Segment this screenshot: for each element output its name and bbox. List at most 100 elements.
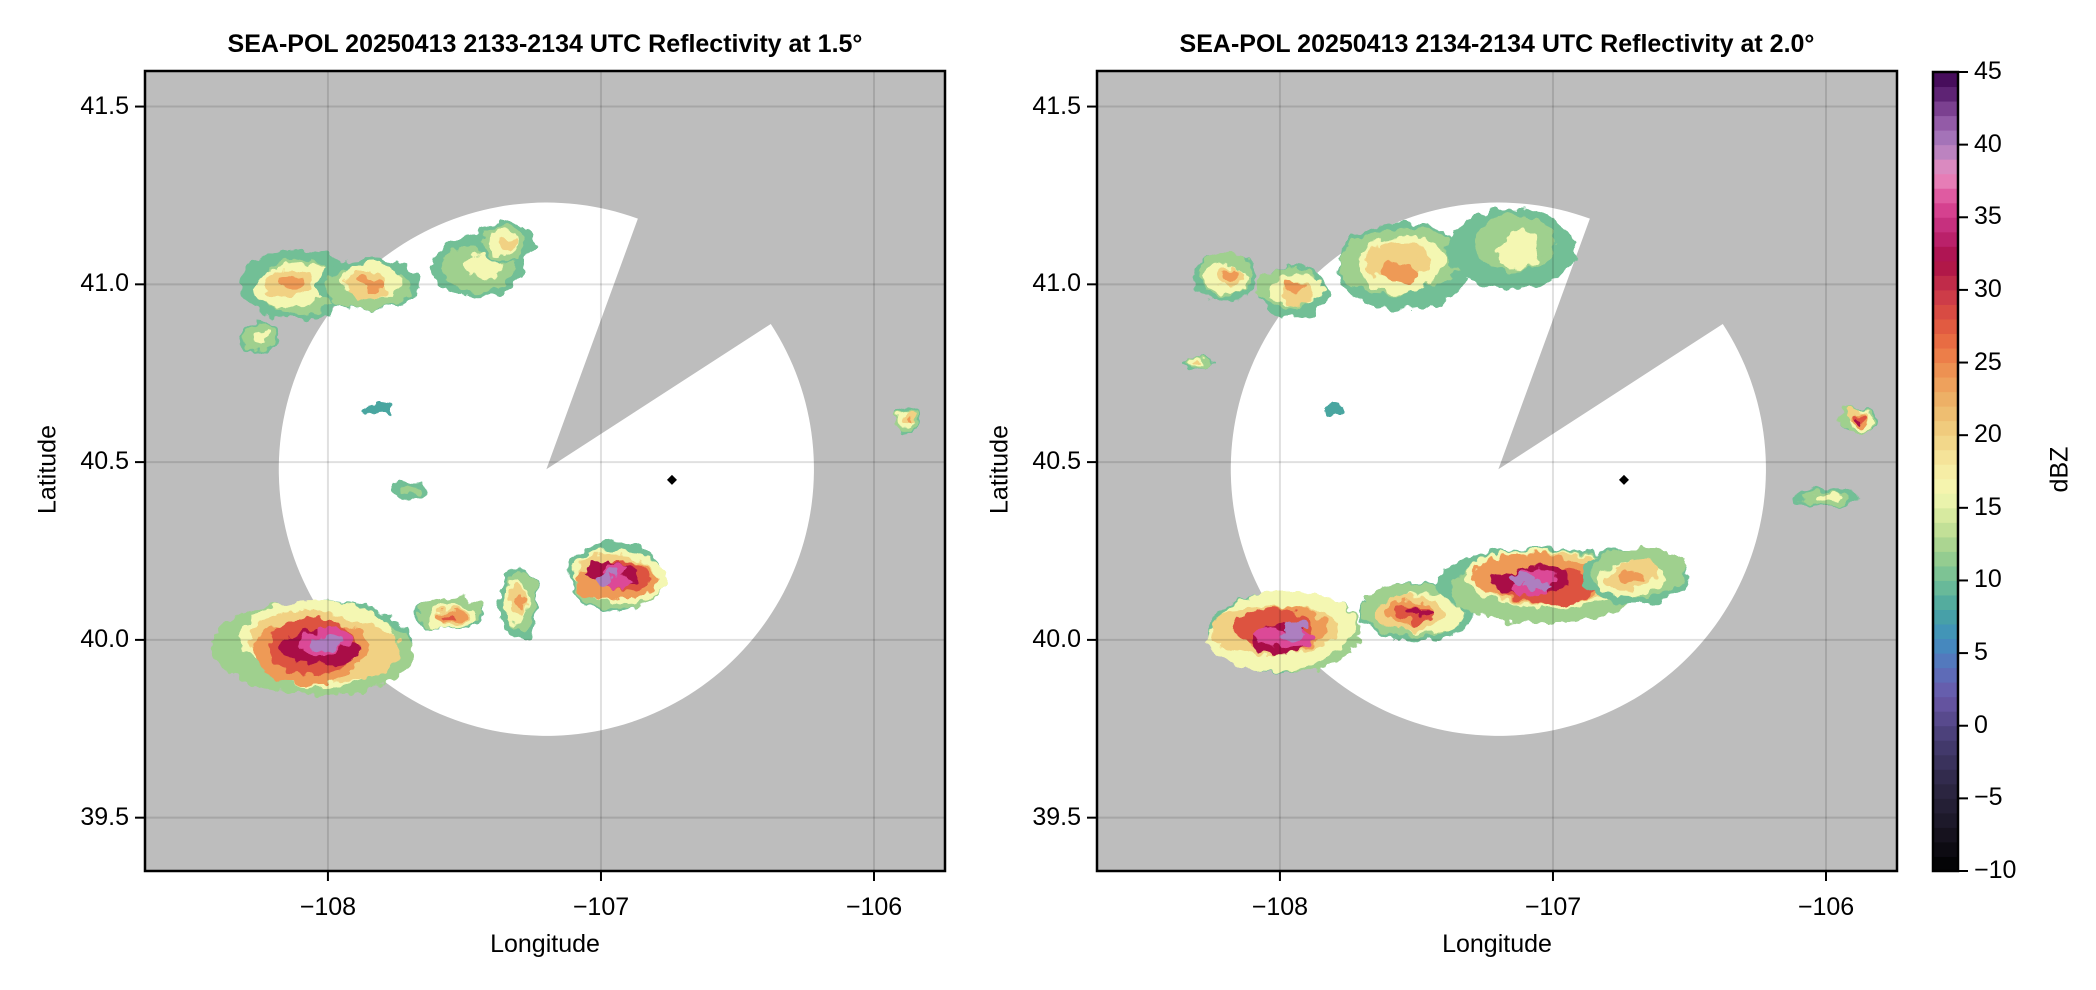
echo-cell — [1624, 571, 1644, 583]
colorbar-level — [1933, 304, 1958, 320]
panel-1-title: SEA-POL 20250413 2133-2134 UTC Reflectiv… — [227, 30, 863, 58]
echo-cell — [1195, 361, 1202, 366]
echo-cell — [1855, 418, 1862, 423]
colorbar-tick-label: −10 — [1974, 856, 2017, 884]
colorbar-level — [1933, 827, 1958, 843]
colorbar-level — [1933, 260, 1958, 276]
colorbar-level — [1933, 202, 1958, 218]
colorbar-level — [1933, 246, 1958, 262]
echo-cell — [1224, 268, 1238, 279]
colorbar-level — [1933, 624, 1958, 640]
echo-cell — [1280, 286, 1313, 305]
colorbar-level — [1933, 769, 1958, 785]
echo-cell — [1378, 263, 1405, 280]
colorbar-level — [1933, 696, 1958, 712]
panel-1-xlabel: Longitude — [490, 930, 600, 958]
colorbar-level — [1933, 159, 1958, 175]
colorbar-level — [1933, 449, 1958, 465]
colorbar-level — [1933, 522, 1958, 538]
radar-coverage-area — [278, 202, 814, 736]
colorbar-level — [1933, 653, 1958, 669]
colorbar-level — [1933, 464, 1958, 480]
axes-frame — [143, 69, 947, 873]
echo-cell — [500, 238, 515, 251]
colorbar-level — [1933, 72, 1958, 88]
panel-2-xlabel: Longitude — [1442, 930, 1552, 958]
echo-cell — [441, 615, 453, 621]
colorbar-level — [1933, 565, 1958, 581]
y-tick-label: 41.5 — [80, 91, 129, 120]
colorbar-tick-label: 15 — [1974, 492, 2002, 521]
colorbar-level — [1933, 406, 1958, 422]
echo-cell — [1525, 580, 1554, 592]
y-tick-label: 40.0 — [80, 624, 129, 653]
colorbar-level — [1933, 86, 1958, 102]
radar-location-marker — [666, 474, 677, 485]
y-tick-label: 41.0 — [80, 269, 129, 298]
echo-cell — [1417, 610, 1435, 619]
colorbar-level — [1933, 551, 1958, 567]
colorbar-level — [1933, 507, 1958, 523]
colorbar-tick-label: 45 — [1974, 57, 2002, 85]
echo-cell — [1507, 573, 1536, 585]
axes-frame — [1095, 69, 1899, 873]
colorbar-level — [1933, 420, 1958, 436]
colorbar-level — [1933, 333, 1958, 349]
colorbar-level — [1933, 754, 1958, 770]
colorbar-level — [1933, 173, 1958, 189]
colorbar-tick-label: 5 — [1974, 638, 1988, 667]
y-tick-label: 39.5 — [1032, 802, 1081, 831]
colorbar-level — [1933, 318, 1958, 334]
colorbar-level — [1933, 217, 1958, 233]
echo-cell — [254, 331, 268, 344]
echo-cell — [1284, 281, 1302, 292]
colorbar-level — [1933, 377, 1958, 393]
colorbar-level — [1933, 609, 1958, 625]
colorbar-level — [1933, 812, 1958, 828]
echo-cell — [1499, 239, 1540, 270]
echo-cell — [310, 635, 343, 652]
colorbar-tick-label: 35 — [1974, 202, 2002, 231]
colorbar-level — [1933, 101, 1958, 117]
echo-cell — [362, 402, 392, 416]
colorbar-level — [1933, 638, 1958, 654]
y-tick-label: 39.5 — [80, 802, 129, 831]
colorbar-tick-label: 20 — [1974, 420, 2002, 449]
panel-2-title: SEA-POL 20250413 2134-2134 UTC Reflectiv… — [1179, 30, 1815, 58]
colorbar-level — [1933, 144, 1958, 160]
colorbar-level — [1933, 594, 1958, 611]
echo-cell — [1811, 494, 1833, 502]
echo-cell — [596, 575, 613, 586]
echo-cell — [1282, 620, 1308, 634]
colorbar-level — [1933, 478, 1958, 494]
colorbar-tick-label: 40 — [1974, 129, 2002, 158]
echo-cell — [513, 591, 522, 606]
panel-1-plot — [135, 69, 947, 881]
y-tick-label: 40.0 — [1032, 624, 1081, 653]
colorbar-level — [1933, 856, 1958, 872]
colorbar-level — [1933, 275, 1958, 291]
colorbar-level — [1933, 682, 1958, 698]
colorbar-level — [1933, 798, 1958, 814]
colorbar-level — [1933, 536, 1958, 552]
x-tick-label: −106 — [845, 893, 903, 921]
echo-cell — [399, 484, 417, 495]
echo-cell — [1405, 606, 1421, 615]
colorbar-tick-label: 10 — [1974, 565, 2002, 594]
echo-cell — [603, 568, 621, 577]
colorbar-level — [1933, 667, 1958, 683]
colorbar-level — [1933, 391, 1958, 407]
colorbar-level — [1933, 711, 1958, 727]
colorbar-level — [1933, 362, 1958, 378]
colorbar-tick-label: 30 — [1974, 274, 2002, 303]
echo-cell — [365, 278, 385, 291]
x-tick-label: −108 — [299, 893, 357, 921]
y-tick-label: 40.5 — [1032, 447, 1081, 476]
colorbar-level — [1933, 740, 1958, 756]
echo-layer — [1183, 209, 1879, 673]
colorbar-level — [1933, 580, 1958, 596]
x-tick-label: −107 — [1524, 893, 1582, 921]
colorbar-level — [1933, 115, 1958, 131]
colorbar-level — [1933, 783, 1958, 799]
